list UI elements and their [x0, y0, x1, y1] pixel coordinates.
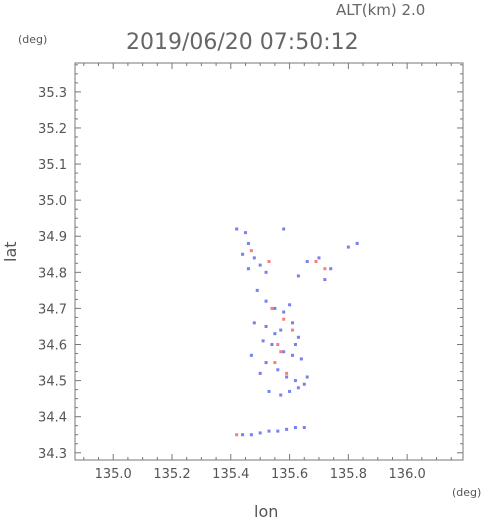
plot-frame — [74, 62, 464, 461]
blue-echo-point — [296, 386, 300, 390]
y-tick-label: 35.3 — [38, 86, 67, 101]
blue-echo-point — [355, 241, 359, 245]
red-echo-point — [235, 433, 239, 437]
blue-echo-point — [235, 227, 239, 231]
x-tick-label: 135.8 — [330, 467, 367, 482]
axes-layer: 135.0 135.2 135.4 135.6 135.8 136.0 35.3 35.2 35… — [38, 62, 464, 482]
red-echo-point — [291, 328, 295, 332]
blue-echo-point — [249, 433, 253, 437]
blue-echo-point — [264, 324, 268, 328]
blue-echo-point — [249, 353, 253, 357]
blue-echo-point — [267, 429, 271, 433]
blue-echo-point — [285, 375, 289, 379]
y-tick-label: 35.1 — [38, 158, 67, 173]
blue-echo-point — [288, 303, 292, 307]
y-tick-label: 34.5 — [38, 375, 67, 390]
blue-echo-point — [329, 267, 333, 271]
red-echo-point — [314, 260, 318, 263]
y-tick-label: 34.4 — [38, 411, 67, 426]
blue-echo-point — [305, 260, 309, 263]
blue-echo-point — [246, 241, 250, 245]
x-tick-label: 135.6 — [271, 467, 308, 482]
blue-echo-point — [296, 335, 300, 339]
blue-echo-point — [282, 350, 286, 354]
blue-echo-point — [285, 427, 289, 431]
blue-echo-point — [302, 382, 306, 386]
data-points-layer — [235, 227, 359, 437]
blue-echo-point — [276, 368, 280, 372]
y-tick-label: 34.3 — [38, 447, 67, 462]
blue-echo-point — [243, 231, 247, 235]
blue-echo-point — [255, 288, 259, 292]
blue-echo-point — [305, 375, 309, 379]
blue-echo-point — [273, 332, 277, 336]
blue-echo-point — [282, 310, 286, 314]
blue-echo-point — [291, 353, 295, 357]
y-axis-title: lat — [1, 241, 20, 262]
blue-echo-point — [264, 270, 268, 274]
blue-echo-point — [293, 379, 297, 383]
blue-echo-point — [276, 429, 280, 433]
blue-echo-point — [288, 389, 292, 393]
red-echo-point — [249, 249, 253, 253]
blue-echo-point — [282, 227, 286, 231]
blue-echo-point — [291, 321, 295, 325]
blue-echo-point — [258, 263, 262, 267]
red-echo-point — [282, 317, 286, 321]
red-echo-point — [279, 350, 283, 354]
blue-echo-point — [299, 357, 303, 361]
blue-echo-point — [241, 252, 245, 256]
y-tick-label: 34.9 — [38, 230, 67, 245]
y-tick-label: 35.2 — [38, 122, 67, 137]
blue-echo-point — [258, 371, 262, 375]
blue-echo-point — [264, 361, 268, 365]
altitude-label: ALT(km) 2.0 — [336, 1, 425, 19]
x-tick-label: 135.4 — [212, 467, 249, 482]
red-echo-point — [276, 343, 280, 347]
blue-echo-point — [264, 299, 268, 303]
x-tick-label: 135.0 — [95, 467, 132, 482]
x-unit-label: (deg) — [452, 486, 481, 499]
blue-echo-point — [317, 256, 321, 260]
y-tick-label: 34.7 — [38, 302, 67, 317]
x-tick-label: 135.2 — [153, 467, 190, 482]
y-tick-label: 34.8 — [38, 266, 67, 281]
blue-echo-point — [346, 245, 350, 249]
blue-echo-point — [293, 343, 297, 347]
red-echo-point — [267, 260, 271, 263]
red-echo-point — [323, 267, 327, 271]
blue-echo-point — [267, 389, 271, 393]
y-tick-label: 35.0 — [38, 194, 67, 209]
red-echo-point — [285, 371, 289, 375]
blue-echo-point — [241, 433, 245, 437]
x-tick-label: 136.0 — [389, 467, 426, 482]
blue-echo-point — [293, 426, 297, 430]
blue-echo-point — [273, 306, 277, 310]
blue-echo-point — [261, 339, 265, 343]
blue-echo-point — [246, 267, 250, 271]
blue-echo-point — [252, 256, 256, 260]
blue-echo-point — [279, 393, 283, 397]
red-echo-point — [270, 306, 274, 310]
blue-echo-point — [252, 321, 256, 325]
x-axis-title: lon — [254, 502, 278, 521]
blue-echo-point — [302, 426, 306, 430]
blue-echo-point — [296, 274, 300, 278]
blue-echo-point — [258, 431, 262, 435]
red-echo-point — [273, 361, 277, 365]
y-unit-label: (deg) — [18, 33, 47, 46]
timestamp-title: 2019/06/20 07:50:12 — [126, 30, 359, 55]
blue-echo-point — [270, 343, 274, 347]
blue-echo-point — [279, 328, 283, 332]
blue-echo-point — [323, 278, 327, 282]
y-tick-label: 34.6 — [38, 339, 67, 354]
